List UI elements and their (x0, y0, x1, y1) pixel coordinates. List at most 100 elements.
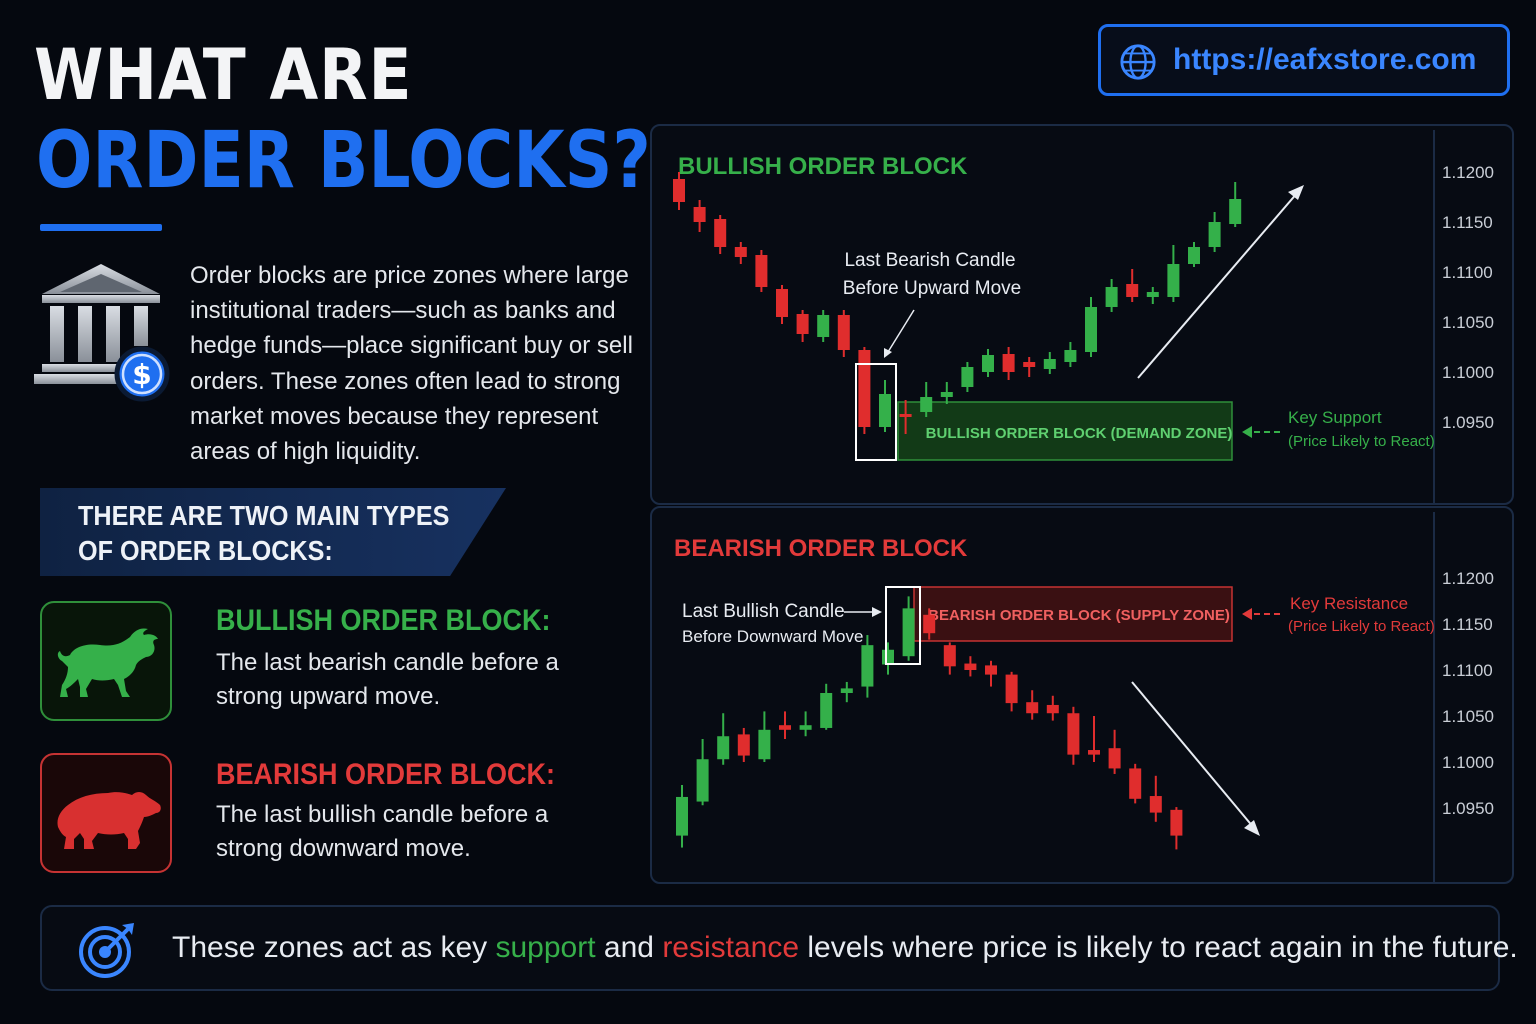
candle-body (737, 734, 750, 756)
candle-annotation-line1: Last Bearish Candle (844, 250, 1015, 271)
candle-body (1105, 287, 1118, 307)
bearish-candle (737, 727, 750, 762)
bullish-candle (676, 785, 688, 848)
candle-body (923, 614, 936, 634)
candle-body (1088, 750, 1100, 755)
y-tick-label: 1.1050 (1442, 313, 1494, 332)
bearish-candle (837, 310, 850, 357)
bullish-candle (940, 382, 953, 404)
y-tick-label: 1.1000 (1442, 363, 1494, 382)
y-tick-label: 1.1100 (1442, 661, 1493, 680)
bearish-title: BEARISH ORDER BLOCK: (216, 758, 556, 791)
bullish-chart: BULLISH ORDER BLOCK 1.1200 1.1150 1.1100 1.… (673, 130, 1494, 503)
bullish-candle (817, 310, 830, 342)
summary-bar: These zones act as key support and resis… (40, 905, 1518, 991)
dollar-icon: $ (114, 346, 170, 402)
bearish-candle (1126, 269, 1139, 302)
bearish-candle (985, 660, 997, 687)
bearish-candle (673, 172, 685, 210)
bullish-candle (717, 713, 730, 765)
bullish-candle (799, 711, 812, 737)
bullish-candle (882, 642, 894, 675)
candle-body (717, 736, 730, 760)
y-tick-label: 1.1200 (1442, 163, 1494, 182)
candle-body (696, 759, 709, 802)
candle-body (1146, 292, 1159, 297)
bullish-desc: The last bearish candle before a strong … (216, 649, 559, 710)
bearish-candle (858, 347, 871, 434)
bearish-candle (1046, 695, 1059, 721)
y-tick-label: 1.1150 (1442, 615, 1493, 634)
bullish-candle (1064, 342, 1077, 367)
candle-body (1229, 199, 1242, 224)
candle-body (964, 663, 977, 670)
bearish-candle (755, 250, 768, 292)
title-line1: WHAT ARE (34, 34, 413, 116)
candle-body (1149, 796, 1162, 813)
bullish-title: BULLISH ORDER BLOCK: (216, 604, 551, 637)
bullish-candle (920, 382, 933, 417)
bearish-candle (1088, 716, 1100, 762)
candle-body (673, 179, 685, 202)
bullish-candle (1146, 287, 1159, 304)
candle-body (1170, 809, 1183, 836)
candle-body (943, 645, 956, 667)
candle-body (902, 608, 915, 657)
demand-zone (897, 401, 1233, 461)
bearish-chart-panel: BEARISH ORDER BLOCK 1.1200 1.1150 1.1100 1.… (650, 506, 1514, 884)
candle-body (879, 394, 891, 427)
candle-body (1108, 748, 1121, 769)
bullish-chart-panel: BULLISH ORDER BLOCK 1.1200 1.1150 1.1100 1.… (650, 124, 1514, 505)
y-tick-label: 1.1100 (1442, 263, 1493, 282)
candle-body (840, 688, 853, 693)
summary-mid: and (595, 931, 663, 964)
candle-annotation-line2: Before Downward Move (682, 627, 863, 646)
candle-body (882, 649, 894, 665)
url-box[interactable]: https://eafxstore.com (1098, 24, 1510, 96)
bullish-candle (1229, 182, 1242, 227)
order-block-highlight (855, 363, 897, 461)
candle-body (1002, 354, 1015, 372)
bullish-candle (1167, 245, 1180, 302)
candle-body (799, 725, 812, 730)
summary-text: These zones act as key support and resis… (172, 931, 1518, 965)
globe-icon (1120, 44, 1156, 80)
candle-body (714, 219, 727, 247)
bullish-candle (1105, 279, 1118, 312)
candle-body (1026, 702, 1039, 714)
svg-text:$: $ (132, 358, 151, 391)
title-underline (40, 224, 162, 231)
bearish-candle (1067, 706, 1080, 765)
candle-body (920, 397, 933, 412)
bullish-candle (861, 635, 874, 698)
candle-body (1085, 307, 1097, 352)
bullish-candle (1208, 212, 1221, 252)
bearish-candle (1170, 807, 1183, 850)
key-resistance-label: Key Resistance (1290, 594, 1408, 613)
candle-body (676, 796, 688, 836)
url-link[interactable]: https://eafxstore.com (1173, 43, 1477, 76)
candle-body (837, 315, 850, 350)
bull-icon-box (40, 601, 172, 721)
candle-body (985, 665, 997, 675)
support-keyword: support (495, 931, 596, 964)
candle-body (1126, 284, 1139, 297)
y-tick-label: 1.1200 (1442, 569, 1494, 588)
summary-post: levels where price is likely to react ag… (799, 931, 1518, 964)
bullish-candle (1188, 242, 1200, 267)
bullish-candle (758, 711, 771, 762)
candle-body (1046, 704, 1059, 714)
bearish-desc: The last bullish candle before a strong … (216, 801, 549, 862)
candle-body (1043, 359, 1056, 369)
candle-body (693, 207, 706, 222)
candle-body (820, 693, 833, 728)
trend-arrow (1137, 191, 1299, 379)
key-support-sublabel: (Price Likely to React) (1288, 433, 1435, 450)
target-icon (79, 923, 134, 978)
bullish-candle (1085, 297, 1097, 357)
bullish-candle (696, 739, 709, 806)
supply-zone (913, 586, 1233, 642)
bearish-candle (776, 285, 788, 324)
candle-body (899, 414, 912, 417)
candle-body (776, 289, 788, 317)
